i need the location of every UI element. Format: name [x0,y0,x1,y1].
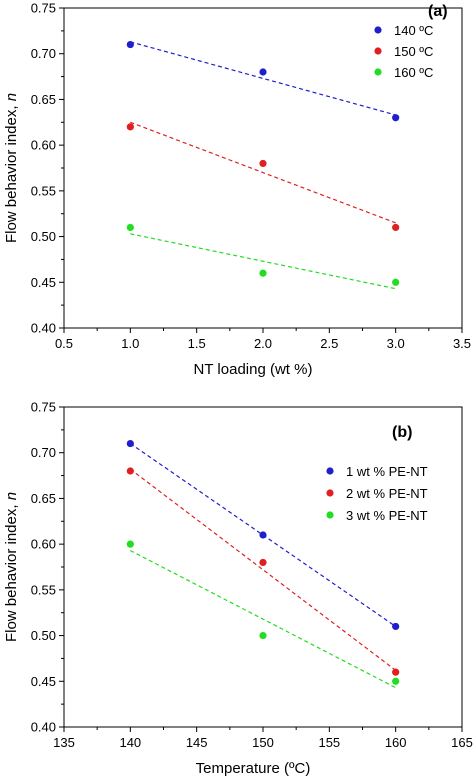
data-point [126,223,134,232]
y-tick-label: 0.40 [31,321,56,336]
y-tick-label: 0.65 [31,92,56,107]
legend-marker [374,68,382,76]
data-point [259,159,267,168]
x-tick-label: 145 [186,735,208,750]
y-axis-title: Flow behavior index, n [3,93,20,243]
legend-label: 160 ºC [394,65,433,80]
data-point [259,558,267,567]
data-point [392,677,400,685]
y-tick-label: 0.75 [31,1,56,16]
x-tick-label: 160 [385,735,407,750]
y-tick-label: 0.70 [31,445,56,460]
data-point [392,114,400,122]
series-1: 1 wt % PE-NT [126,439,428,631]
fit-line [130,550,396,689]
x-tick-label: 165 [451,735,473,750]
series-3: 160 ºC [126,65,433,290]
data-point [392,622,400,631]
legend-marker [326,489,334,497]
x-tick-label: 3.5 [453,336,471,351]
y-tick-label: 0.45 [31,275,56,290]
legend-marker [326,511,334,519]
data-point [126,467,134,475]
fit-line [130,121,396,224]
legend-label: 150 ºC [394,44,433,59]
data-point [392,223,400,232]
x-tick-label: 0.5 [55,336,73,351]
x-tick-label: 1.0 [121,336,139,351]
y-tick-label: 0.60 [31,138,56,153]
chart-panel-b: 135 140 145 150 155 160 165 0.40 0.45 0.50 0.55 0.6… [3,400,473,778]
legend-label: 1 wt % PE-NT [346,464,428,479]
x-axis-title: NT loading (wt %) [194,361,313,378]
legend-label: 2 wt % PE-NT [346,486,428,501]
data-point [259,631,267,640]
data-point [392,278,400,286]
data-point [259,68,267,76]
y-tick-label: 0.75 [31,400,56,415]
x-tick-label: 140 [119,735,141,750]
x-tick-label: 3.0 [387,336,405,351]
y-tick-label: 0.60 [31,537,56,552]
y-axis-title-text: Flow behavior index, [3,500,20,642]
data-point [259,531,267,539]
series-3: 3 wt % PE-NT [126,508,428,689]
y-tick-label: 0.50 [31,628,56,643]
y-tick-label: 0.55 [31,183,56,198]
x-tick-label: 155 [318,735,340,750]
legend-marker [374,26,382,34]
legend-marker [326,467,334,475]
y-axis-title-text: Flow behavior index, [3,101,20,243]
fit-line [130,41,396,116]
data-point [126,439,134,448]
y-axis-title: Flow behavior index, n [3,492,20,642]
y-axis-title-symbol: n [3,93,20,101]
legend-label: 3 wt % PE-NT [346,508,428,523]
x-tick-label: 2.0 [254,336,272,351]
data-point [126,123,134,131]
x-tick-label: 150 [252,735,274,750]
data-point [259,269,267,277]
x-tick-label: 1.5 [188,336,206,351]
panel-label: (a) [428,3,448,20]
fit-line [130,233,396,290]
plot-frame [63,406,463,728]
series-2: 150 ºC [126,44,433,232]
data-point [126,40,134,49]
legend-marker [374,47,382,55]
y-axis-title-symbol: n [3,492,20,500]
y-tick-label: 0.40 [31,720,56,735]
legend-label: 140 ºC [394,23,433,38]
series-2: 2 wt % PE-NT [126,467,428,676]
y-tick-label: 0.50 [31,229,56,244]
data-point [392,668,400,676]
x-tick-label: 2.5 [320,336,338,351]
x-axis-title: Temperature (ºC) [196,760,311,777]
chart-panel-a: 0.5 1.0 1.5 2.0 2.5 3.0 3.5 0.40 0.45 0.50 0.55 0.6… [3,1,471,379]
panel-label: (b) [392,424,412,441]
y-tick-label: 0.55 [31,582,56,597]
x-tick-label: 135 [53,735,75,750]
series-1: 140 ºC [126,23,433,122]
y-tick-label: 0.65 [31,491,56,506]
data-point [126,540,134,548]
y-tick-label: 0.45 [31,674,56,689]
y-tick-label: 0.70 [31,46,56,61]
